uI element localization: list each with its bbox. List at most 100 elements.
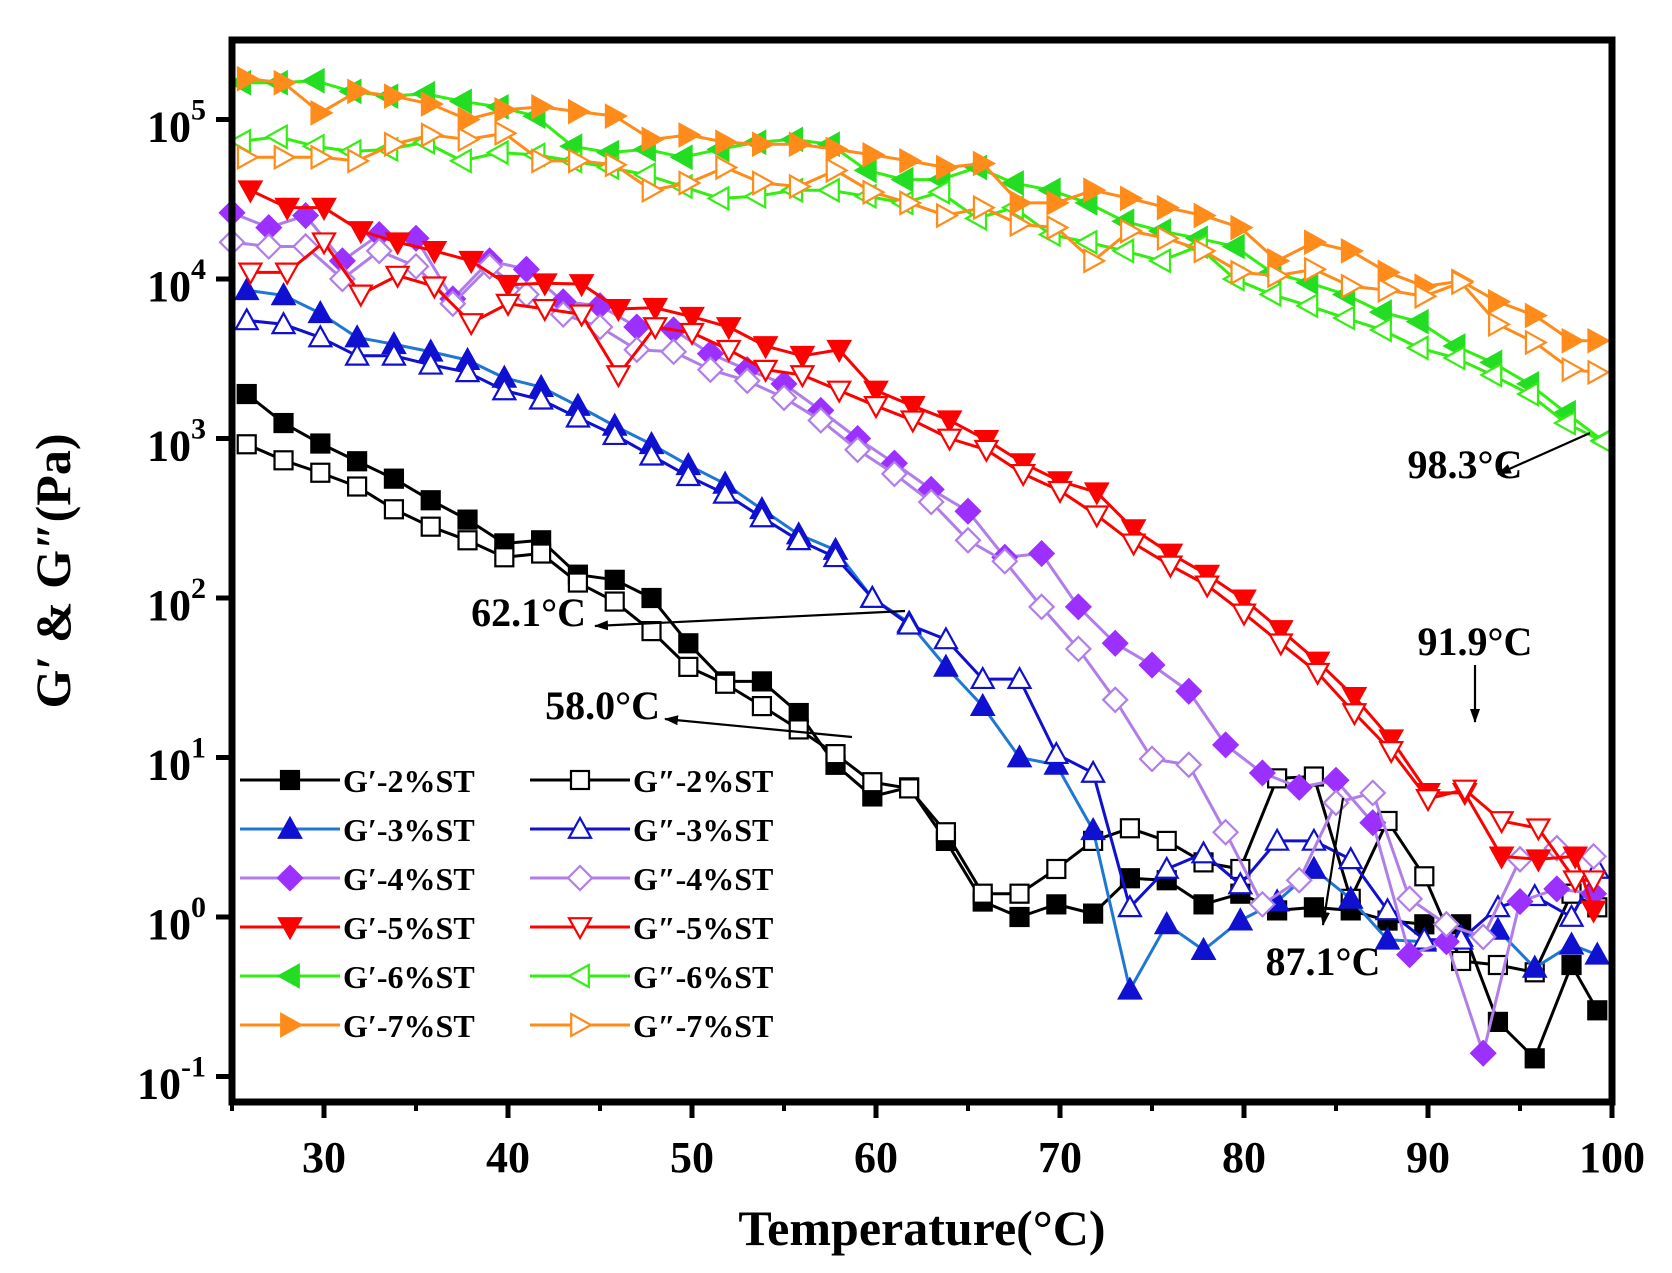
data-point <box>825 744 846 765</box>
data-point <box>383 499 405 520</box>
legend-label: G′-5%ST <box>343 910 475 946</box>
data-point <box>1479 362 1503 388</box>
data-point <box>1046 894 1067 915</box>
y-tick-label: 101 <box>147 732 206 790</box>
data-point <box>1156 194 1180 221</box>
data-point <box>1101 629 1129 657</box>
data-point <box>1009 906 1030 928</box>
data-point <box>1285 773 1313 801</box>
data-point <box>826 339 853 364</box>
data-point <box>531 543 552 564</box>
data-point <box>1488 288 1512 315</box>
data-point <box>1138 651 1166 679</box>
data-point <box>457 126 481 153</box>
annotation-label: 58.0°C <box>545 683 660 728</box>
data-point <box>1295 292 1319 319</box>
data-point <box>715 673 736 694</box>
legend-marker <box>569 769 591 791</box>
data-point <box>1006 744 1033 768</box>
data-point <box>233 276 260 301</box>
data-point <box>476 252 504 280</box>
data-point <box>402 252 430 280</box>
data-point <box>448 88 472 115</box>
data-point <box>715 317 742 341</box>
data-point <box>1415 789 1441 813</box>
legend-marker <box>276 864 304 892</box>
legend-label: G′-2%ST <box>343 763 475 799</box>
data-point <box>273 412 294 434</box>
series-G′-6%ST <box>227 67 1613 454</box>
data-point <box>1405 335 1429 361</box>
annotation: 91.9°C <box>1418 619 1533 723</box>
data-point <box>567 572 589 593</box>
data-point <box>822 544 849 568</box>
data-point <box>236 144 260 171</box>
data-point <box>1267 620 1294 644</box>
x-tick-label: 80 <box>1222 1133 1266 1182</box>
data-point <box>1258 281 1282 308</box>
data-point <box>1524 329 1548 356</box>
data-point <box>1147 247 1172 274</box>
data-point <box>236 65 260 92</box>
data-point <box>1064 593 1092 621</box>
data-point <box>457 530 478 551</box>
data-point <box>788 173 812 200</box>
data-point <box>1414 283 1438 310</box>
annotation-arrow <box>1497 431 1591 476</box>
data-point <box>237 262 264 286</box>
data-point <box>1117 976 1143 1000</box>
data-point <box>936 202 960 229</box>
data-point <box>972 194 996 221</box>
data-point <box>1083 482 1110 506</box>
data-point <box>273 69 297 96</box>
data-point <box>826 380 853 404</box>
data-point <box>605 298 632 323</box>
data-point <box>641 587 662 609</box>
data-point <box>1120 533 1147 557</box>
legend-marker <box>570 1012 594 1038</box>
data-point <box>310 462 331 483</box>
data-point <box>641 126 665 153</box>
data-point <box>310 144 334 171</box>
legend-label: G′-7%ST <box>343 1008 475 1044</box>
data-point <box>458 313 485 337</box>
data-point <box>642 317 669 341</box>
data-point <box>917 488 945 516</box>
data-point <box>311 197 337 221</box>
y-tick-label: 100 <box>147 891 206 949</box>
data-point <box>1304 662 1331 686</box>
data-point <box>494 120 518 147</box>
data-point <box>565 404 591 428</box>
data-point <box>1083 903 1104 924</box>
annotation-label: 91.9°C <box>1418 619 1533 664</box>
data-point <box>1580 842 1608 870</box>
data-point <box>495 293 521 317</box>
data-point <box>1378 740 1405 765</box>
data-point <box>1138 745 1166 773</box>
y-axis-title: G′ & G″(Pa) <box>25 434 81 709</box>
data-point <box>1525 818 1552 842</box>
data-point <box>788 131 812 158</box>
data-point <box>715 339 742 364</box>
data-point <box>1561 954 1582 976</box>
data-point <box>1083 505 1110 529</box>
data-point <box>862 142 886 168</box>
y-tick-label: 102 <box>147 572 206 630</box>
data-point <box>1000 170 1024 196</box>
data-point <box>1221 233 1245 260</box>
data-point <box>586 313 614 341</box>
data-point <box>1543 875 1571 903</box>
data-point <box>972 150 996 177</box>
data-point <box>1587 327 1611 354</box>
data-point <box>678 656 699 677</box>
annotation-label: 62.1°C <box>471 590 586 635</box>
data-point <box>696 356 724 384</box>
data-point <box>1230 214 1254 241</box>
legend-item: G″-6%ST <box>530 959 773 995</box>
data-point <box>381 342 407 366</box>
data-point <box>604 103 628 129</box>
data-point <box>770 384 798 412</box>
data-point <box>568 148 592 174</box>
data-point <box>1047 480 1073 505</box>
data-point <box>1301 855 1327 879</box>
